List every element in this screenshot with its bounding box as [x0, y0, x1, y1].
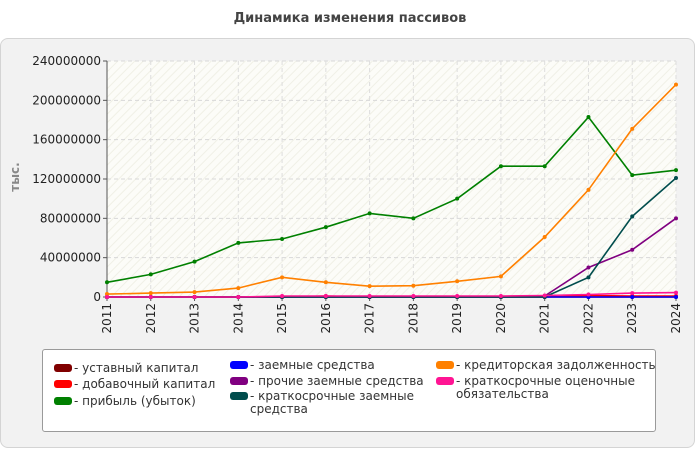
- y-tick-label: 0: [93, 290, 101, 304]
- legend-label: - добавочный капитал: [74, 377, 216, 391]
- data-point: [411, 294, 416, 299]
- series-2: [105, 115, 678, 285]
- data-point: [674, 82, 678, 87]
- data-point: [586, 265, 591, 270]
- data-point: [586, 275, 591, 280]
- legend-swatch: [436, 377, 454, 385]
- data-point: [630, 173, 635, 178]
- legend-label: - краткосрочные заемные средства: [250, 389, 414, 416]
- data-point: [323, 294, 328, 299]
- series-line: [106, 115, 677, 284]
- data-point: [148, 272, 153, 277]
- legend-swatch: [230, 392, 248, 400]
- x-tick-label: 2015: [275, 303, 289, 334]
- data-point: [630, 295, 635, 299]
- data-point: [411, 216, 416, 221]
- y-tick-label: 40000000: [40, 251, 101, 265]
- x-tick-label: 2023: [625, 303, 639, 334]
- data-point: [498, 294, 503, 299]
- x-tick-label: 2021: [538, 303, 552, 334]
- legend-swatch: [54, 397, 72, 405]
- x-tick-label: 2019: [450, 303, 464, 334]
- y-axis-label: тыс.: [8, 162, 22, 192]
- legend-label: - прибыль (убыток): [74, 394, 196, 408]
- legend-label: - заемные средства: [250, 358, 375, 372]
- data-point: [542, 235, 547, 240]
- legend: - уставный капитал - добавочный капитал …: [42, 349, 656, 432]
- data-point: [411, 283, 416, 288]
- data-point: [192, 290, 197, 295]
- data-point: [674, 295, 678, 299]
- data-point: [192, 295, 197, 299]
- x-tick-label: 2014: [231, 303, 245, 334]
- data-point: [455, 196, 460, 201]
- data-point: [674, 176, 678, 181]
- legend-label: - кредиторская задолженность: [456, 358, 656, 372]
- series-6: [105, 82, 678, 297]
- data-point: [455, 294, 460, 299]
- legend-swatch: [230, 377, 248, 385]
- series-7: [105, 290, 678, 299]
- data-point: [236, 286, 241, 291]
- series-line: [106, 84, 677, 295]
- data-point: [148, 295, 153, 299]
- data-point: [280, 294, 285, 299]
- data-point: [280, 275, 285, 280]
- y-tick-label: 200000000: [32, 93, 101, 107]
- data-point: [630, 247, 635, 252]
- data-point: [192, 259, 197, 264]
- x-tick-label: 2016: [319, 303, 333, 334]
- legend-label: - уставный капитал: [74, 361, 199, 375]
- data-point: [542, 293, 547, 298]
- data-point: [586, 292, 591, 297]
- data-point: [148, 291, 153, 296]
- x-tick-label: 2022: [581, 303, 595, 334]
- data-point: [630, 291, 635, 296]
- x-tick-label: 2012: [144, 303, 158, 334]
- data-point: [542, 164, 547, 169]
- data-point: [367, 284, 372, 289]
- data-point: [586, 187, 591, 192]
- y-tick-label: 160000000: [32, 133, 101, 147]
- y-tick-label: 120000000: [32, 172, 101, 186]
- data-point: [367, 294, 372, 299]
- data-point: [105, 292, 109, 297]
- legend-label: - прочие заемные средства: [250, 374, 424, 388]
- data-point: [236, 295, 241, 299]
- legend-swatch: [54, 364, 72, 372]
- data-point: [236, 240, 241, 245]
- data-point: [105, 280, 109, 285]
- x-tick-label: 2017: [363, 303, 377, 334]
- data-point: [674, 168, 678, 173]
- data-point: [323, 225, 328, 230]
- legend-swatch: [436, 361, 454, 369]
- data-point: [630, 126, 635, 131]
- data-point: [630, 214, 635, 219]
- x-tick-label: 2011: [100, 303, 114, 334]
- y-tick-label: 240000000: [32, 54, 101, 68]
- data-point: [586, 115, 591, 120]
- series-line: [107, 291, 677, 298]
- legend-swatch: [54, 380, 72, 388]
- y-tick-label: 80000000: [40, 211, 101, 225]
- x-tick-label: 2024: [669, 303, 683, 334]
- data-point: [105, 295, 109, 299]
- x-tick-label: 2013: [188, 303, 202, 334]
- x-tick-label: 2018: [406, 303, 420, 334]
- data-point: [498, 164, 503, 169]
- data-point: [455, 279, 460, 284]
- data-point: [367, 211, 372, 216]
- legend-swatch: [230, 361, 248, 369]
- chart-title: Динамика изменения пассивов: [233, 11, 467, 26]
- legend-label: - краткосрочные оценочные обязательства: [456, 374, 635, 401]
- data-point: [674, 216, 678, 221]
- data-point: [674, 290, 678, 295]
- data-point: [498, 274, 503, 279]
- x-tick-label: 2020: [494, 303, 508, 334]
- data-point: [280, 236, 285, 241]
- data-point: [323, 280, 328, 285]
